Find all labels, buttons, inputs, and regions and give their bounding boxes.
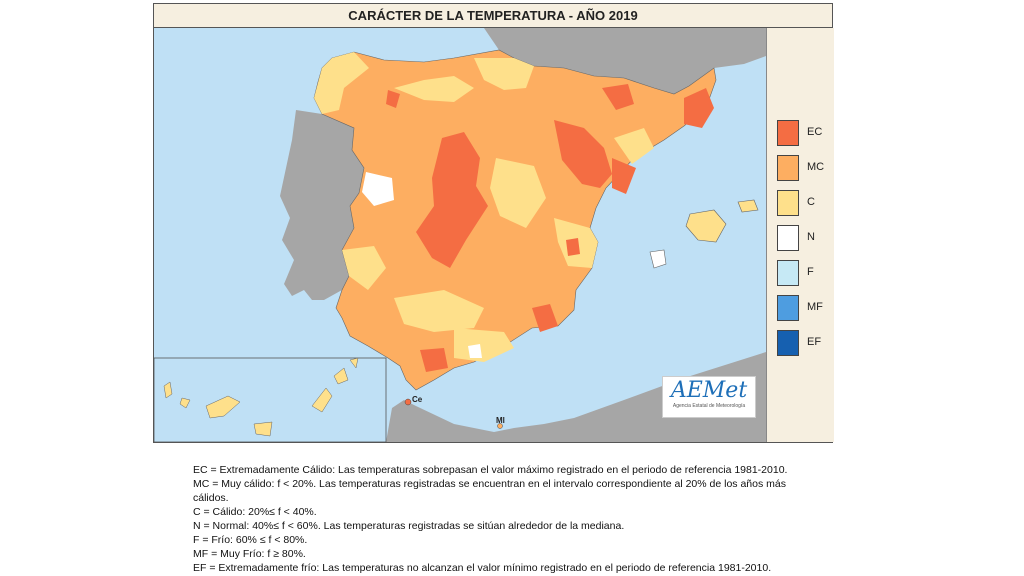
note-mf: MF = Muy Frío: f ≥ 80%. bbox=[193, 548, 306, 560]
canary-island bbox=[333, 367, 349, 385]
zone-calido bbox=[474, 58, 534, 90]
legend-swatch-mf bbox=[777, 295, 799, 321]
legend-swatch-ec bbox=[777, 120, 799, 146]
zone-extremadamente-calido bbox=[566, 238, 580, 256]
note-ec: EC = Extremadamente Cálido: Las temperat… bbox=[193, 464, 788, 476]
zone-calido bbox=[394, 76, 474, 102]
canary-island bbox=[253, 421, 273, 437]
melilla-marker bbox=[497, 423, 503, 429]
zone-extremadamente-calido bbox=[554, 120, 612, 188]
logo-subtitle: Agencia Estatal de Meteorología bbox=[672, 403, 746, 409]
map-figure: CARÁCTER DE LA TEMPERATURA - AÑO 2019 bbox=[153, 3, 834, 443]
legend-swatch-mc bbox=[777, 155, 799, 181]
legend-swatch-ef bbox=[777, 330, 799, 356]
legend-swatch-f bbox=[777, 260, 799, 286]
legend-item-ec: EC bbox=[777, 120, 837, 146]
note-n: N = Normal: 40%≤ f < 60%. Las temperatur… bbox=[193, 520, 625, 532]
legend-label-n: N bbox=[807, 231, 815, 243]
legend-item-c: C bbox=[777, 190, 837, 216]
france-land bbox=[484, 28, 766, 94]
zone-calido bbox=[314, 52, 369, 114]
zone-calido bbox=[614, 128, 654, 164]
zone-extremadamente-calido bbox=[416, 132, 488, 268]
ceuta-label: Ce bbox=[412, 395, 423, 404]
note-ef: EF = Extremadamente frío: Las temperatur… bbox=[193, 562, 772, 574]
aemet-logo: AEMet Agencia Estatal de Meteorología bbox=[662, 376, 756, 418]
canary-island bbox=[311, 387, 333, 413]
zone-normal bbox=[362, 172, 394, 206]
morocco-land bbox=[386, 352, 766, 442]
temperature-map: Ce Ml bbox=[154, 28, 766, 442]
zone-normal bbox=[468, 344, 482, 358]
canary-island bbox=[163, 381, 173, 399]
zone-extremadamente-calido bbox=[420, 348, 448, 372]
legend-swatch-c bbox=[777, 190, 799, 216]
zone-calido bbox=[454, 328, 514, 362]
canary-island bbox=[349, 357, 359, 369]
note-c: C = Cálido: 20%≤ f < 40%. bbox=[193, 506, 317, 518]
canary-island bbox=[205, 395, 241, 419]
legend-label-mc: MC bbox=[807, 161, 825, 173]
melilla-label: Ml bbox=[496, 416, 505, 425]
ibiza-island bbox=[649, 249, 667, 269]
legend-item-f: F bbox=[777, 260, 837, 286]
legend-label-c: C bbox=[807, 196, 815, 208]
note-f: F = Frío: 60% ≤ f < 80%. bbox=[193, 534, 308, 546]
zone-extremadamente-calido bbox=[532, 304, 558, 332]
map-title: CARÁCTER DE LA TEMPERATURA - AÑO 2019 bbox=[154, 4, 832, 28]
zone-extremadamente-calido bbox=[612, 158, 636, 194]
zone-calido bbox=[490, 158, 546, 228]
legend-panel: EC MC C N F MF EF bbox=[766, 28, 834, 442]
logo-text: AEMet bbox=[670, 378, 748, 403]
legend-item-n: N bbox=[777, 225, 837, 251]
legend-swatch-n bbox=[777, 225, 799, 251]
portugal-land bbox=[280, 110, 364, 300]
legend-item-ef: EF bbox=[777, 330, 837, 356]
menorca-island bbox=[737, 199, 759, 213]
legend-label-mf: MF bbox=[807, 301, 823, 313]
zone-extremadamente-calido bbox=[602, 84, 634, 110]
legend-notes: EC = Extremadamente Cálido: Las temperat… bbox=[193, 463, 833, 575]
legend-item-mc: MC bbox=[777, 155, 837, 181]
legend-label-f: F bbox=[807, 266, 814, 278]
zone-calido bbox=[342, 246, 386, 290]
mallorca-island bbox=[685, 209, 727, 243]
legend-label-ec: EC bbox=[807, 126, 823, 138]
zone-calido bbox=[394, 290, 484, 332]
canary-island bbox=[179, 397, 191, 409]
legend-label-ef: EF bbox=[807, 336, 822, 348]
zone-extremadamente-calido bbox=[386, 90, 400, 108]
canary-inset-frame bbox=[154, 357, 387, 442]
legend-item-mf: MF bbox=[777, 295, 837, 321]
ceuta-marker bbox=[404, 398, 412, 406]
note-mc-cont: cálidos. bbox=[193, 492, 229, 504]
note-mc: MC = Muy cálido: f < 20%. Las temperatur… bbox=[193, 478, 786, 490]
zone-extremadamente-calido bbox=[684, 88, 714, 128]
